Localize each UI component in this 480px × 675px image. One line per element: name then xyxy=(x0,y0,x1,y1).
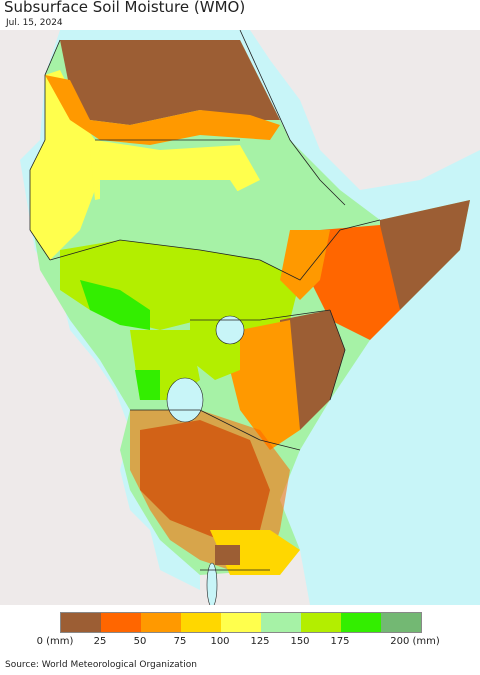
country-borders xyxy=(29,39,381,571)
region-north-brown xyxy=(60,40,280,125)
region-horn-orange xyxy=(310,225,400,340)
soil-moisture-map xyxy=(0,30,480,605)
map-title: Subsurface Soil Moisture (WMO) xyxy=(4,0,246,16)
legend-swatch xyxy=(261,613,301,632)
legend-swatch xyxy=(341,613,381,632)
region-south-brown-spot xyxy=(215,545,240,565)
legend-tick-label: 200 (mm) xyxy=(390,636,440,647)
region-congo-green xyxy=(135,370,160,400)
lake-malawi xyxy=(206,562,218,605)
region-kenya-orange xyxy=(230,320,300,450)
legend-swatch xyxy=(221,613,261,632)
region-chad-yellow xyxy=(60,90,260,200)
outside-land-west xyxy=(0,30,215,605)
legend-tick-label: 100 xyxy=(210,636,230,647)
legend-tick-label: 175 xyxy=(330,636,350,647)
outside-land-south xyxy=(200,550,310,605)
legend-tick-label: 125 xyxy=(250,636,270,647)
red-sea-coast xyxy=(239,30,346,206)
region-ethiopia-orange xyxy=(280,230,330,300)
legend-tick-label: 50 xyxy=(133,636,147,647)
lake-tanganyika xyxy=(166,377,204,423)
legend-tick-label: 150 xyxy=(290,636,310,647)
region-horn-brown xyxy=(380,200,470,310)
legend-tick-label: 0 (mm) xyxy=(36,636,74,647)
legend-swatch xyxy=(61,613,101,632)
legend-tick-label: 75 xyxy=(173,636,187,647)
legend-swatch xyxy=(181,613,221,632)
region-north-orange xyxy=(45,75,280,145)
legend-swatch xyxy=(381,613,421,632)
legend-tick-label: 25 xyxy=(93,636,107,647)
legend-swatch xyxy=(101,613,141,632)
legend-swatch xyxy=(301,613,341,632)
source-text: Source: World Meteorological Organizatio… xyxy=(5,660,197,670)
legend-colorbar xyxy=(60,612,422,633)
legend-swatch xyxy=(141,613,181,632)
region-green-sudan xyxy=(80,280,150,330)
map-date: Jul. 15, 2024 xyxy=(6,18,63,28)
legend-ticks: 0 (mm) 25 50 75 100 125 150 175 200 (mm) xyxy=(0,636,480,650)
region-lightgreen-north xyxy=(100,180,250,250)
lake-victoria xyxy=(215,315,245,345)
outside-land-arabia xyxy=(250,30,480,190)
